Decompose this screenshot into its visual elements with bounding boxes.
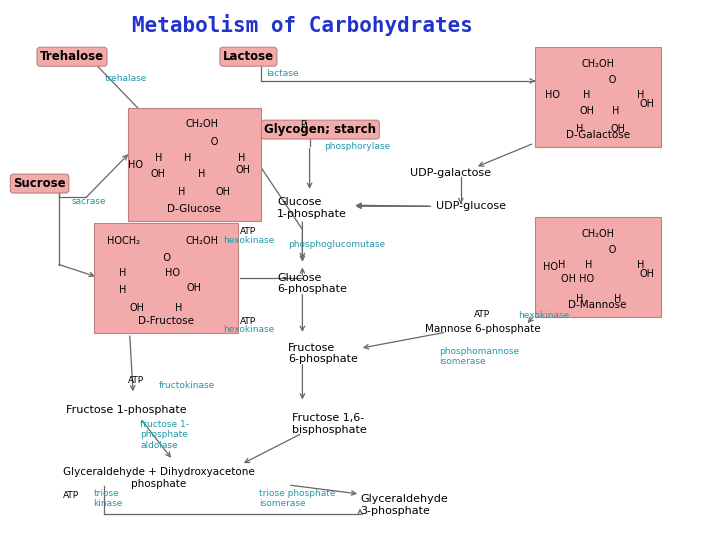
Text: OH: OH bbox=[151, 170, 166, 179]
Text: Glucose
6-phosphate: Glucose 6-phosphate bbox=[277, 273, 347, 294]
Text: H: H bbox=[155, 153, 162, 163]
Text: D-Galactose: D-Galactose bbox=[565, 130, 630, 140]
Text: O: O bbox=[590, 245, 616, 255]
Text: phosphoglucomutase: phosphoglucomutase bbox=[288, 240, 385, 248]
Text: ATP: ATP bbox=[240, 227, 256, 235]
Text: Lactose: Lactose bbox=[222, 50, 274, 63]
Text: OH: OH bbox=[639, 99, 654, 109]
Text: H: H bbox=[583, 90, 590, 99]
Text: Fructose 1-phosphate: Fructose 1-phosphate bbox=[66, 406, 186, 415]
Text: Glyceraldehyde + Dihydroxyacetone
phosphate: Glyceraldehyde + Dihydroxyacetone phosph… bbox=[63, 467, 254, 489]
Text: OH: OH bbox=[187, 283, 202, 293]
Text: Glucose
1-phosphate: Glucose 1-phosphate bbox=[277, 197, 347, 219]
Text: H: H bbox=[238, 153, 245, 163]
Text: CH₂OH: CH₂OH bbox=[185, 119, 218, 129]
Text: ATP: ATP bbox=[128, 376, 144, 385]
Text: H: H bbox=[637, 260, 644, 269]
Text: Mannose 6-phosphate: Mannose 6-phosphate bbox=[425, 325, 541, 334]
Text: D-Fructose: D-Fructose bbox=[138, 316, 194, 326]
Text: H: H bbox=[558, 260, 565, 269]
Text: hexokinase: hexokinase bbox=[518, 312, 570, 320]
Text: fructokinase: fructokinase bbox=[158, 381, 215, 389]
Text: ATP: ATP bbox=[240, 317, 256, 326]
Text: OH: OH bbox=[236, 165, 251, 175]
Text: Glycogen; starch: Glycogen; starch bbox=[264, 123, 377, 136]
Text: HOCH₂: HOCH₂ bbox=[107, 237, 140, 246]
Text: Metabolism of Carbohydrates: Metabolism of Carbohydrates bbox=[132, 14, 473, 36]
Text: Sucrose: Sucrose bbox=[13, 177, 66, 190]
Text: H: H bbox=[178, 187, 185, 197]
Text: UDP-glucose: UDP-glucose bbox=[436, 201, 505, 211]
Text: UDP-galactose: UDP-galactose bbox=[410, 168, 491, 178]
Text: triose phosphate
isomerase: triose phosphate isomerase bbox=[259, 489, 336, 508]
Text: HO: HO bbox=[166, 268, 180, 278]
Text: fructose 1-
phosphate
aldolase: fructose 1- phosphate aldolase bbox=[140, 420, 189, 450]
Text: D-Glucose: D-Glucose bbox=[168, 204, 221, 214]
Text: triose
kinase: triose kinase bbox=[94, 489, 123, 508]
FancyBboxPatch shape bbox=[534, 48, 661, 147]
FancyBboxPatch shape bbox=[534, 217, 661, 317]
Text: CH₂OH: CH₂OH bbox=[581, 59, 614, 69]
Text: sacrase: sacrase bbox=[72, 197, 107, 206]
Text: H: H bbox=[119, 285, 126, 295]
Text: hexokinase: hexokinase bbox=[223, 236, 274, 245]
Text: OH: OH bbox=[580, 106, 594, 116]
Text: H: H bbox=[585, 260, 593, 269]
Text: H: H bbox=[637, 90, 644, 99]
Text: Pi: Pi bbox=[300, 120, 307, 129]
Text: ATP: ATP bbox=[63, 491, 79, 500]
Text: H: H bbox=[119, 268, 126, 278]
Text: H: H bbox=[198, 170, 205, 179]
Text: OH: OH bbox=[639, 269, 654, 279]
Text: Fructose
6-phosphate: Fructose 6-phosphate bbox=[288, 343, 358, 364]
Text: O: O bbox=[590, 75, 616, 85]
Text: hexokinase: hexokinase bbox=[223, 325, 274, 334]
Text: phosphomannose
isomerase: phosphomannose isomerase bbox=[439, 347, 519, 366]
Text: OH HO: OH HO bbox=[561, 274, 594, 284]
Text: OH: OH bbox=[216, 187, 230, 197]
Text: Fructose 1,6-
bisphosphate: Fructose 1,6- bisphosphate bbox=[292, 413, 366, 435]
Text: ATP: ATP bbox=[474, 310, 490, 319]
Text: Glyceraldehyde
3-phosphate: Glyceraldehyde 3-phosphate bbox=[360, 494, 448, 516]
Text: lactase: lactase bbox=[266, 70, 299, 78]
Text: H: H bbox=[612, 106, 619, 116]
Text: CH₂OH: CH₂OH bbox=[581, 229, 614, 239]
Text: CH₂OH: CH₂OH bbox=[185, 237, 218, 246]
Text: HO: HO bbox=[544, 262, 558, 272]
Text: H: H bbox=[576, 294, 583, 303]
Text: H: H bbox=[175, 303, 182, 313]
Text: HO: HO bbox=[128, 160, 143, 170]
Text: phosphorylase: phosphorylase bbox=[324, 143, 390, 151]
Text: trehalase: trehalase bbox=[104, 74, 147, 83]
Text: HO: HO bbox=[546, 90, 560, 99]
Text: O: O bbox=[192, 137, 218, 147]
Text: D-Mannose: D-Mannose bbox=[568, 300, 627, 309]
Text: OH: OH bbox=[611, 124, 625, 133]
Text: O: O bbox=[153, 253, 171, 262]
Text: OH: OH bbox=[130, 303, 144, 313]
Text: Trehalose: Trehalose bbox=[40, 50, 104, 63]
FancyBboxPatch shape bbox=[128, 108, 261, 221]
FancyBboxPatch shape bbox=[94, 222, 238, 333]
Text: H: H bbox=[184, 153, 191, 163]
Text: H: H bbox=[614, 294, 621, 303]
Text: H: H bbox=[576, 124, 583, 133]
